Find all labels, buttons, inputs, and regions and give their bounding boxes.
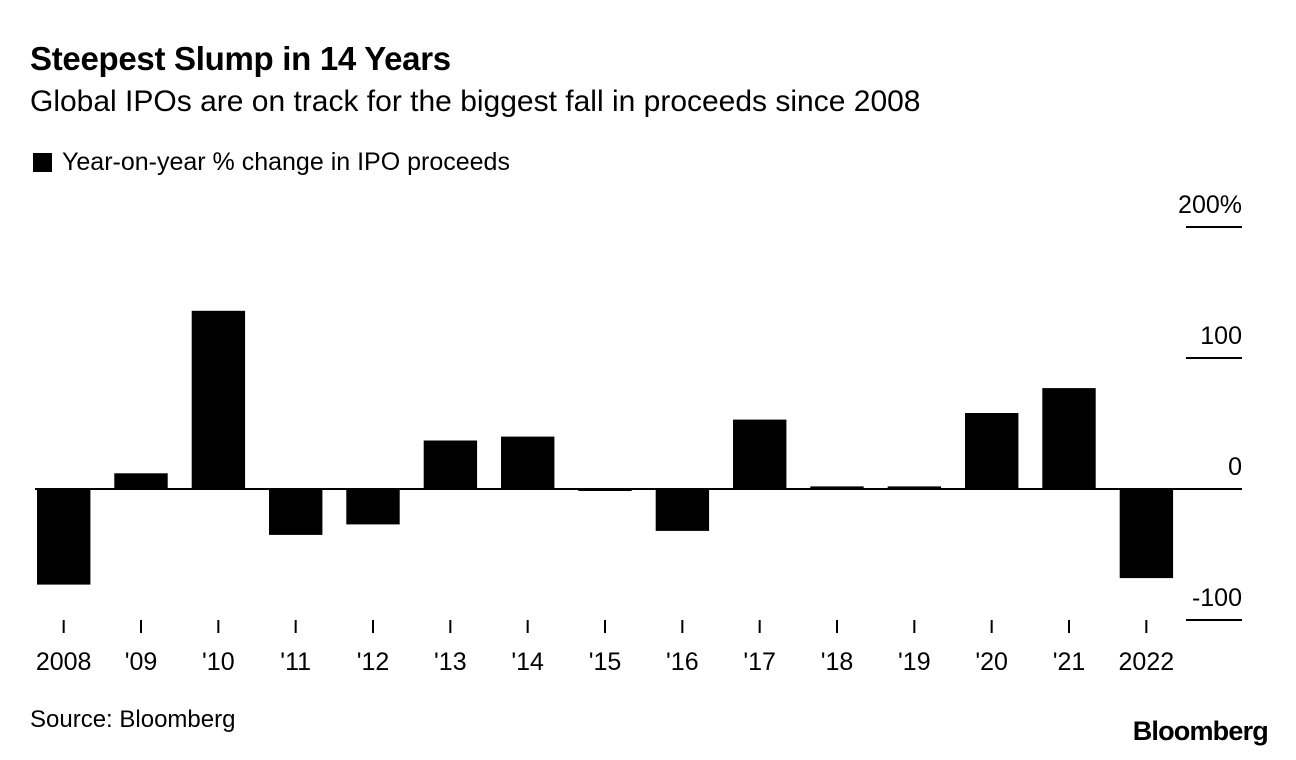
bar <box>114 473 168 489</box>
bar <box>37 489 91 585</box>
bar <box>810 486 864 489</box>
y-tick-label: 200% <box>1178 191 1242 219</box>
bar <box>655 489 710 531</box>
legend: Year-on-year % change in IPO proceeds <box>33 148 510 177</box>
chart-title: Steepest Slump in 14 Years <box>30 40 451 77</box>
bar <box>501 436 555 489</box>
x-tick-label: '14 <box>511 648 544 676</box>
x-tick-label: 2008 <box>36 648 92 676</box>
x-tick-label: '16 <box>666 648 699 676</box>
source-note: Source: Bloomberg <box>30 706 236 733</box>
bar <box>1042 388 1096 489</box>
legend-swatch <box>33 153 52 172</box>
bar <box>733 419 787 489</box>
bar <box>423 440 478 489</box>
bar <box>269 489 323 535</box>
bar <box>887 486 942 489</box>
bar <box>1119 489 1174 579</box>
x-tick-label: '09 <box>125 648 158 676</box>
bar <box>965 413 1019 489</box>
x-tick-label: '13 <box>434 648 467 676</box>
x-tick-label: '12 <box>357 648 390 676</box>
x-tick-label: '15 <box>589 648 622 676</box>
chart-subtitle: Global IPOs are on track for the biggest… <box>30 85 921 118</box>
bloomberg-logo: Bloomberg <box>1132 716 1269 746</box>
x-tick-label: '20 <box>975 648 1008 676</box>
y-tick-label: 100 <box>1200 322 1242 350</box>
x-tick-label: '21 <box>1053 648 1086 676</box>
x-tick-label: '18 <box>821 648 854 676</box>
y-tick-label: -100 <box>1192 584 1242 612</box>
x-tick-label: '17 <box>743 648 776 676</box>
x-tick-label: 2022 <box>1119 648 1175 676</box>
x-tick-label: '19 <box>898 648 931 676</box>
x-tick-label: '10 <box>202 648 235 676</box>
y-tick-label: 0 <box>1228 453 1242 481</box>
x-tick-label: '11 <box>280 648 311 676</box>
bar <box>191 310 246 489</box>
bar <box>346 489 400 525</box>
legend-label: Year-on-year % change in IPO proceeds <box>62 148 510 176</box>
